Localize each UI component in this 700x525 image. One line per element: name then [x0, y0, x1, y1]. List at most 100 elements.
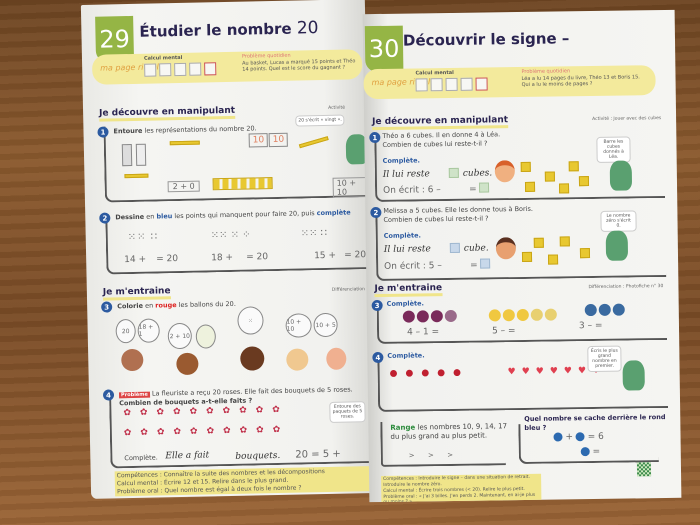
purple-ball[interactable]	[416, 310, 429, 323]
purple-ball[interactable]	[402, 310, 415, 323]
verb: Entoure	[113, 126, 143, 136]
child-illustration	[121, 348, 144, 372]
complete-label: Complète.	[384, 231, 421, 240]
equation-end[interactable]: = 20	[156, 254, 179, 265]
answer-box[interactable]	[448, 167, 459, 179]
answer-box[interactable]	[478, 182, 490, 193]
equation[interactable]: 4 – 1 =	[406, 327, 440, 338]
teacher-notes: Compétences : Introduire le signe – dans…	[381, 473, 542, 503]
color-word: bleu	[156, 212, 173, 221]
domino-card[interactable]	[135, 143, 147, 166]
cube[interactable]	[533, 237, 544, 248]
equation[interactable]: 5 – =	[491, 326, 516, 337]
number-card[interactable]: 10	[268, 132, 289, 148]
ten-bar[interactable]	[169, 140, 200, 146]
alien-mascot-illustration	[605, 230, 629, 261]
word: en	[146, 212, 155, 221]
balloon[interactable]: 10 + 5	[313, 312, 338, 338]
equation-end[interactable]: = 20	[246, 252, 269, 263]
balloon-dots[interactable]: ⁙	[237, 306, 264, 335]
answer-boxes[interactable]	[144, 62, 217, 77]
text-line: du plus grand au plus petit.	[390, 431, 488, 442]
balloon[interactable]: 20	[115, 318, 136, 344]
cube[interactable]	[521, 251, 533, 262]
domino-card[interactable]	[121, 143, 133, 167]
cube[interactable]	[547, 254, 559, 265]
equation[interactable]: 20 = 5 +	[295, 448, 341, 461]
section-title: Je m'entraine	[374, 283, 443, 298]
crossed-purple-ball[interactable]	[444, 309, 457, 323]
equation-start: 18 +	[211, 252, 234, 264]
page-title: Découvrir le signe –	[402, 29, 570, 50]
problem-text: Léa a lu 14 pages du livre, Théo 13 et B…	[521, 73, 640, 88]
ten-bar[interactable]	[124, 173, 149, 179]
answer-boxes[interactable]	[415, 77, 488, 92]
equation-start: 14 +	[124, 254, 147, 266]
crossed-blue-ball[interactable]	[584, 303, 597, 317]
dot-pattern[interactable]: ⁙⁙ ∷	[300, 227, 328, 240]
balloon[interactable]: 18 + 1	[137, 318, 160, 343]
cube[interactable]	[579, 248, 591, 259]
handwritten-text: Il lui reste	[383, 244, 431, 255]
complete-label: Complète.	[383, 156, 420, 165]
cube[interactable]	[520, 161, 531, 173]
equation-end[interactable]: = 20	[344, 250, 367, 261]
handwritten-text: bouquets.	[235, 450, 281, 462]
cube[interactable]	[559, 236, 570, 247]
equals: =	[468, 184, 477, 195]
qr-code[interactable]	[636, 462, 652, 477]
complete-label: Complète.	[124, 453, 158, 463]
balloon[interactable]: 2 + 10	[167, 322, 193, 350]
yellow-ball[interactable]	[502, 309, 515, 322]
complete-word: Complète.	[387, 351, 425, 360]
cherries[interactable]: ●●●●●	[389, 367, 469, 379]
instruction-text: les ballons du 20.	[178, 299, 236, 310]
handwritten-text: cube.	[463, 243, 489, 254]
activity-label: Activité : Jouer avec des cubes	[592, 116, 662, 123]
daily-problem: Problème quotidien Au basket, Lucas a mar…	[242, 51, 362, 73]
lesson-number: 30	[364, 25, 404, 73]
child-illustration	[326, 347, 347, 370]
hint-bubble: Barre les cubes donnés à Léa.	[596, 136, 631, 163]
riddle-equation-2[interactable]: =	[580, 446, 601, 458]
ordering-answer[interactable]: > > >	[408, 450, 454, 460]
answer-box[interactable]	[480, 258, 491, 269]
cube[interactable]	[544, 171, 555, 182]
mental-calc-label: Calcul mental	[143, 54, 183, 62]
dot-pattern[interactable]: ⁙⁙ ⁙ ⁘	[210, 229, 251, 242]
crossed-blue-ball[interactable]	[612, 303, 625, 316]
melissa-illustration	[495, 237, 517, 260]
crossed-blue-ball[interactable]	[598, 303, 611, 316]
child-illustration	[240, 346, 265, 371]
differentiation-label: Différenciation : Photofiche n° 30	[588, 284, 664, 291]
title-text: Étudier le nombre	[139, 19, 292, 41]
hint-bubble: Entoure des paquets de 5 roses.	[329, 401, 366, 423]
dot-pattern[interactable]: ⁙⁙ ∷	[127, 231, 159, 244]
cube[interactable]	[558, 183, 570, 194]
complete-label: Complète.	[387, 351, 424, 360]
expression-card[interactable]: 2 + 0	[167, 180, 200, 193]
child-illustration	[176, 352, 199, 376]
crossed-yellow-ball[interactable]	[530, 308, 543, 321]
handwritten-text: cubes.	[462, 168, 493, 179]
equals: =	[592, 446, 601, 458]
exercise-3-instruction: Colorie en rouge les ballons du 20.	[117, 300, 236, 311]
cube[interactable]	[568, 161, 579, 172]
cube[interactable]	[578, 176, 590, 187]
page-title: Étudier le nombre 20	[139, 18, 318, 42]
activity-label: Activité	[328, 105, 346, 111]
balloon[interactable]: 10 + 10	[285, 313, 312, 338]
number-card[interactable]: 10	[248, 133, 269, 148]
riddle-equation-1[interactable]: + = 6	[553, 432, 604, 443]
exercise-number: 4	[372, 351, 384, 364]
title-number: 20	[296, 18, 319, 39]
cube[interactable]	[524, 181, 536, 192]
unit-cubes[interactable]	[212, 177, 273, 191]
expression-card[interactable]: 10 + 10	[332, 177, 369, 198]
range-instruction: Range les nombres 10, 9, 14, 17 du plus g…	[390, 422, 507, 443]
balloon-cubes[interactable]	[195, 324, 217, 349]
equation[interactable]: 3 – =	[578, 320, 603, 332]
text-line: Combien de cubes lui reste-t-il ?	[383, 214, 489, 224]
answer-box[interactable]	[449, 242, 460, 254]
instruction-text: les représentations du nombre 20.	[144, 124, 257, 135]
